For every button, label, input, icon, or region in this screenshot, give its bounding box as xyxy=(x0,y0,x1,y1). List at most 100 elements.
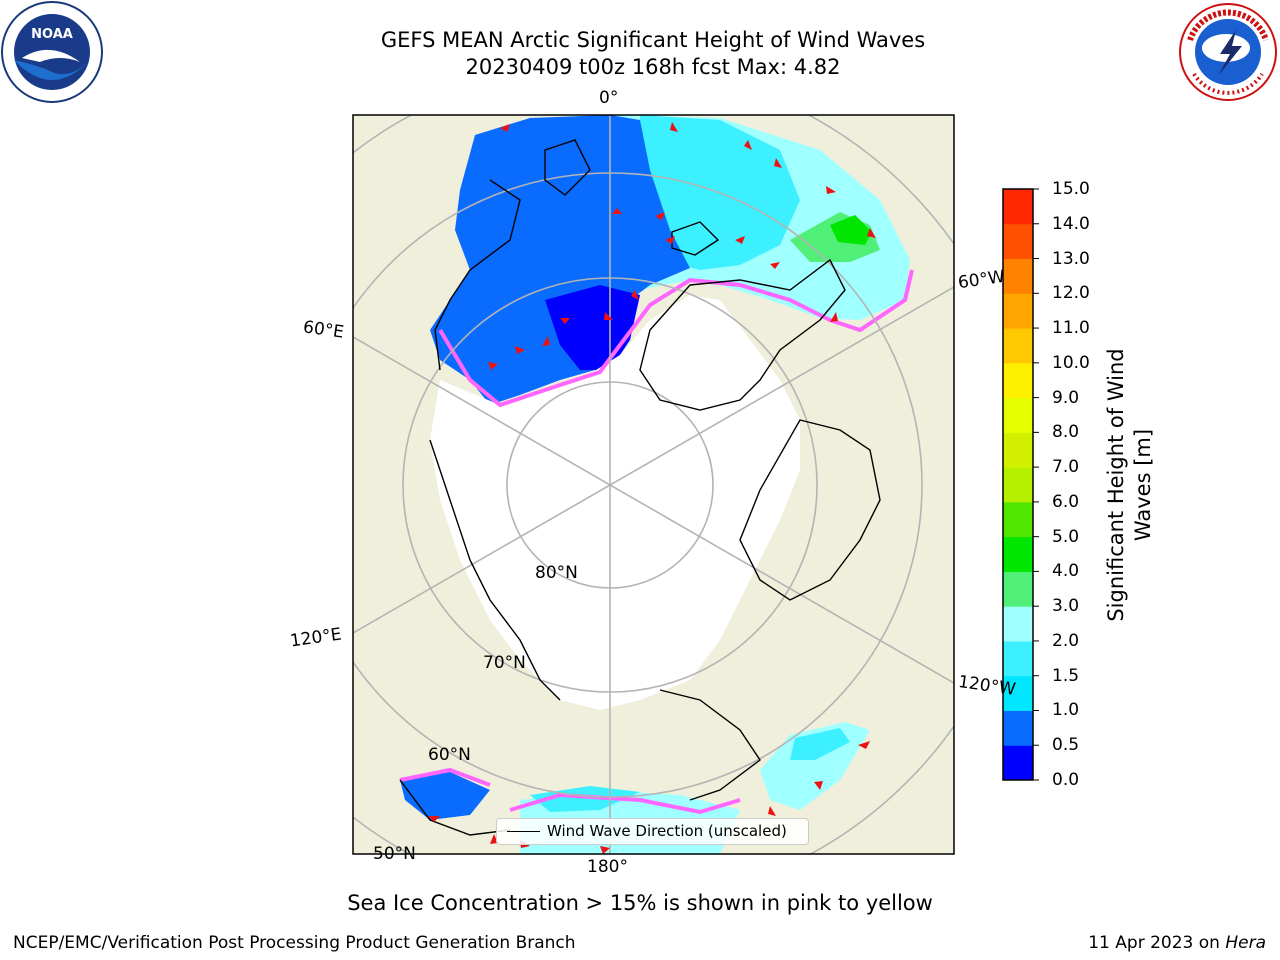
colorbar-swatch xyxy=(1003,328,1033,364)
ice-edge-bering xyxy=(509,792,741,815)
coast-siberia xyxy=(429,439,561,701)
colorbar-tick-label: 4.0 xyxy=(1052,561,1080,582)
footer-date-text: 11 Apr 2023 on xyxy=(1088,933,1220,953)
colorbar-tick-label: 9.0 xyxy=(1052,387,1080,408)
colorbar-tick-label: 3.0 xyxy=(1052,596,1080,617)
wind-arrow xyxy=(515,346,525,354)
colorbar-swatch xyxy=(1003,223,1033,260)
wind-arrow xyxy=(770,262,780,269)
wind-arrow xyxy=(830,312,838,322)
wind-arrow xyxy=(488,362,498,370)
okhotsk-wave-field xyxy=(400,772,490,820)
colorbar-frame xyxy=(1002,188,1034,781)
coast-iceland xyxy=(671,221,720,256)
wind-arrow xyxy=(744,140,752,150)
meridian-120e-60w xyxy=(353,286,954,634)
colorbar-label-line2: Waves [m] xyxy=(1131,428,1155,542)
colorbar-swatch xyxy=(1003,432,1033,468)
wind-arrow xyxy=(631,290,639,300)
meridian-60e-120w xyxy=(353,336,954,684)
hudson-bay-wave-field-mid xyxy=(790,728,850,760)
colorbar-swatch xyxy=(1003,362,1033,399)
map-title: GEFS MEAN Arctic Significant Height of W… xyxy=(380,28,926,52)
wind-arrow xyxy=(604,312,613,320)
coast-kamchatka xyxy=(399,779,511,836)
wind-arrow xyxy=(774,158,782,168)
label-lat-50n: 50°N xyxy=(373,844,416,864)
map-frame xyxy=(352,114,955,855)
noaa-logo-text: NOAA xyxy=(31,27,73,42)
label-lat-70n: 70°N xyxy=(483,653,526,673)
colorbar-swatch xyxy=(1003,675,1033,711)
colorbar-tick-label: 0.5 xyxy=(1052,735,1080,756)
colorbar-tick-label: 2.0 xyxy=(1052,630,1080,651)
noaa-logo: NOAA xyxy=(1,1,103,103)
coastlines xyxy=(399,139,881,836)
colorbar-tick-label: 11.0 xyxy=(1052,318,1090,339)
footer-date: 11 Apr 2023 on Hera xyxy=(1088,932,1266,954)
coast-svalbard xyxy=(544,139,591,196)
barents-wave-field xyxy=(430,115,690,405)
wind-arrow xyxy=(428,816,440,822)
wind-arrow xyxy=(655,212,665,220)
colorbar-tick-label: 13.0 xyxy=(1052,248,1090,269)
colorbar-tick-label: 1.0 xyxy=(1052,700,1080,721)
wind-arrow xyxy=(560,318,570,324)
colorbar-swatch xyxy=(1003,501,1033,538)
colorbar-swatch xyxy=(1003,710,1033,746)
wind-arrow xyxy=(670,122,678,132)
map-area xyxy=(353,115,954,854)
legend-wind-direction-line xyxy=(507,831,540,832)
colorbar-swatch xyxy=(1003,536,1033,572)
colorbar-label-line1: Significant Height of Wind xyxy=(1104,348,1128,622)
wind-arrow xyxy=(858,741,870,749)
colorbar-tick-label: 5.0 xyxy=(1052,526,1080,547)
colorbar-swatch xyxy=(1003,745,1033,781)
colorbar-tick-label: 15.0 xyxy=(1052,179,1090,199)
colorbar-tick-label: 7.0 xyxy=(1052,457,1080,478)
colorbar-swatch xyxy=(1003,293,1033,329)
ice-edge-atlantic xyxy=(438,269,914,408)
coast-scandinavia xyxy=(434,179,521,371)
colorbar-swatch xyxy=(1003,258,1033,294)
wind-arrow xyxy=(768,806,776,816)
colorbar-swatch xyxy=(1003,467,1033,503)
colorbar xyxy=(1002,188,1039,781)
colorbar-tick-label: 6.0 xyxy=(1052,491,1080,512)
wind-arrow xyxy=(665,236,675,244)
colorbar-swatch xyxy=(1003,606,1033,642)
colorbar-tick-label: 10.0 xyxy=(1052,352,1090,373)
wind-arrow xyxy=(814,781,823,790)
map-legend: Wind Wave Direction (unscaled) xyxy=(496,818,809,845)
label-lat-80n: 80°N xyxy=(535,563,578,583)
colorbar-label: Significant Height of Wind Waves [m] xyxy=(1103,325,1157,645)
wind-arrow xyxy=(542,336,550,346)
colorbar-swatch xyxy=(1003,397,1033,433)
wind-arrow xyxy=(600,846,610,854)
label-lon-0: 0° xyxy=(599,88,619,108)
colorbar-tick-label: 1.5 xyxy=(1052,665,1080,686)
label-lon-180: 180° xyxy=(587,857,628,877)
coast-canada xyxy=(739,419,881,601)
colorbar-tick-label: 14.0 xyxy=(1052,213,1090,234)
graticule xyxy=(353,115,954,854)
ice-edge-okhotsk xyxy=(399,767,491,787)
label-lat-60n: 60°N xyxy=(428,745,471,765)
sea-ice-note: Sea Ice Concentration > 15% is shown in … xyxy=(347,891,933,915)
colorbar-swatch xyxy=(1003,571,1033,607)
nws-logo xyxy=(1179,3,1277,101)
colorbar-tick-label: 8.0 xyxy=(1052,422,1080,443)
atlantic-wave-field-max xyxy=(830,215,872,245)
map-subtitle-run: 20230409 t00z 168h fcst Max: 4.82 xyxy=(465,55,841,79)
footer-branch: NCEP/EMC/Verification Post Processing Pr… xyxy=(13,933,576,953)
wind-arrow xyxy=(867,228,876,238)
wind-arrow xyxy=(826,186,836,194)
colorbar-swatch xyxy=(1003,189,1033,225)
wind-arrow xyxy=(612,208,622,214)
wind-arrow xyxy=(500,124,510,132)
colorbar-swatch xyxy=(1003,640,1033,677)
coast-greenland xyxy=(639,258,846,411)
footer-host: Hera xyxy=(1225,933,1266,953)
legend-wind-direction-label: Wind Wave Direction (unscaled) xyxy=(547,822,787,840)
